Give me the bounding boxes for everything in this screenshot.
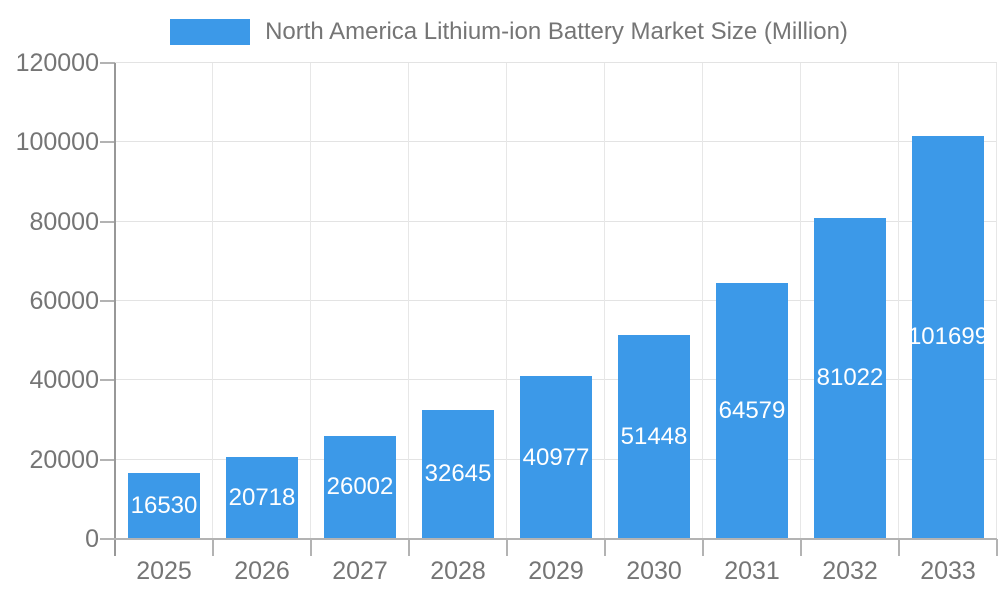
y-tick-mark: [100, 141, 115, 143]
x-tick-label: 2033: [920, 557, 976, 585]
y-tick-label: 80000: [29, 208, 99, 236]
v-gridline: [212, 63, 213, 539]
x-tick-label: 2027: [332, 557, 388, 585]
y-tick-label: 100000: [15, 128, 99, 156]
x-tick-mark: [604, 539, 606, 556]
h-gridline: [115, 141, 997, 142]
x-axis-line: [100, 538, 997, 540]
x-tick-mark: [996, 539, 998, 556]
bar[interactable]: [716, 283, 788, 539]
x-tick-mark: [800, 539, 802, 556]
x-tick-mark: [702, 539, 704, 556]
x-tick-label: 2025: [136, 557, 192, 585]
y-tick-label: 0: [85, 525, 99, 553]
x-tick-mark: [212, 539, 214, 556]
bar[interactable]: [226, 457, 298, 539]
v-gridline: [702, 63, 703, 539]
bar-value-label: 81022: [816, 364, 884, 391]
bar[interactable]: [814, 218, 886, 539]
v-gridline: [506, 63, 507, 539]
v-gridline: [800, 63, 801, 539]
bar[interactable]: [128, 473, 200, 539]
bar-value-label: 51448: [620, 423, 688, 450]
h-gridline: [115, 62, 997, 63]
bar-value-label: 40977: [522, 444, 590, 471]
x-tick-label: 2026: [234, 557, 290, 585]
bar[interactable]: [912, 136, 984, 539]
x-tick-label: 2028: [430, 557, 486, 585]
bar-value-label: 16530: [130, 492, 198, 519]
bar-value-label: 32645: [424, 460, 492, 487]
y-tick-label: 60000: [29, 287, 99, 315]
y-tick-mark: [100, 300, 115, 302]
y-tick-mark: [100, 379, 115, 381]
bar[interactable]: [618, 335, 690, 539]
y-axis-line: [114, 63, 116, 556]
y-tick-mark: [100, 62, 115, 64]
y-tick-mark: [100, 459, 115, 461]
x-tick-mark: [408, 539, 410, 556]
bar-value-label: 101699: [907, 323, 989, 350]
v-gridline: [604, 63, 605, 539]
y-tick-label: 20000: [29, 446, 99, 474]
x-tick-mark: [310, 539, 312, 556]
v-gridline: [996, 63, 997, 539]
v-gridline: [898, 63, 899, 539]
bar-value-label: 26002: [326, 473, 394, 500]
legend-swatch: [170, 19, 251, 45]
x-tick-label: 2030: [626, 557, 682, 585]
bar[interactable]: [520, 376, 592, 539]
bar-value-label: 20718: [228, 484, 296, 511]
y-tick-mark: [100, 221, 115, 223]
y-tick-label: 40000: [29, 366, 99, 394]
v-gridline: [408, 63, 409, 539]
x-tick-label: 2029: [528, 557, 584, 585]
bar[interactable]: [324, 436, 396, 539]
x-tick-label: 2032: [822, 557, 878, 585]
h-gridline: [115, 300, 997, 301]
chart-legend[interactable]: North America Lithium-ion Battery Market…: [9, 18, 1000, 45]
y-tick-label: 120000: [15, 49, 99, 77]
x-tick-label: 2031: [724, 557, 780, 585]
legend-label: North America Lithium-ion Battery Market…: [265, 18, 848, 45]
bar-value-label: 64579: [718, 397, 786, 424]
x-tick-mark: [898, 539, 900, 556]
bar[interactable]: [422, 410, 494, 539]
x-tick-mark: [506, 539, 508, 556]
h-gridline: [115, 221, 997, 222]
v-gridline: [310, 63, 311, 539]
